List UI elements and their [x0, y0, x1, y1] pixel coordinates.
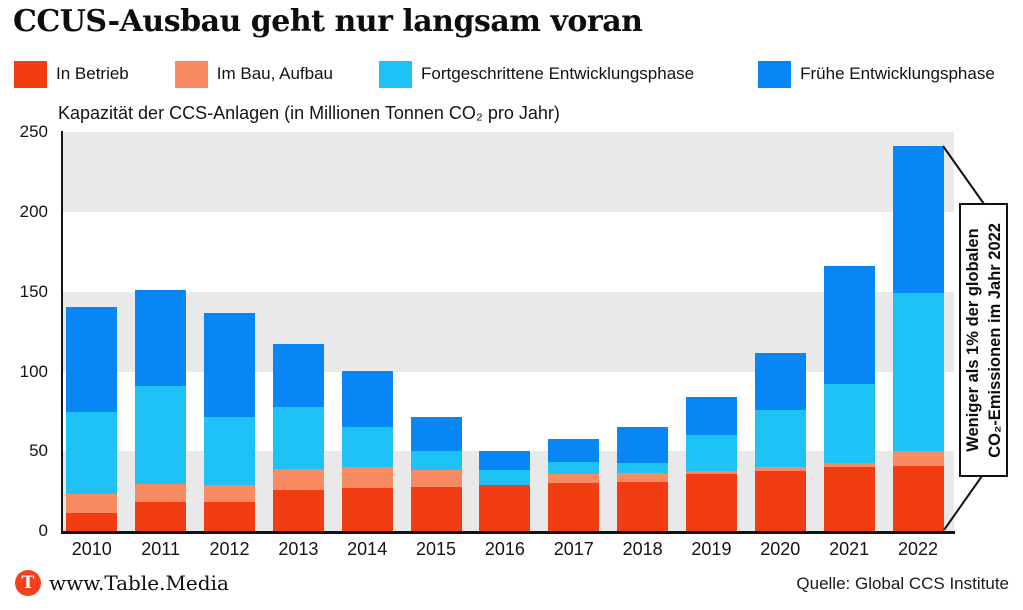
legend-item: Im Bau, Aufbau	[174, 60, 334, 88]
bar-segment-2015	[410, 417, 462, 451]
annotation-text: Weniger als 1% der globalen CO₂-Emission…	[962, 223, 1006, 458]
bar-segment-2018	[617, 463, 669, 473]
grid-band	[62, 132, 954, 212]
legend-label: In Betrieb	[56, 64, 129, 83]
legend-item: Frühe Entwicklungsphase	[758, 60, 995, 88]
legend-item: In Betrieb	[14, 60, 129, 88]
legend-label: Frühe Entwicklungsphase	[800, 64, 995, 83]
bar-segment-2011	[135, 290, 187, 386]
bar-segment-2014	[341, 426, 393, 468]
bar-segment-2012	[204, 417, 255, 485]
bar-segment-2011	[135, 484, 187, 502]
legend-swatch-icon	[758, 60, 792, 88]
x-axis-line	[61, 531, 955, 534]
bar-segment-2017	[548, 483, 600, 532]
bar-segment-2011	[135, 385, 187, 485]
legend-label: Fortgeschrittene Entwicklungsphase	[421, 64, 695, 83]
bar-segment-2010	[66, 512, 118, 532]
x-axis-tick-label: 2010	[71, 539, 112, 559]
bar-segment-2022	[892, 450, 944, 466]
annotation-box: Weniger als 1% der globalen CO₂-Emission…	[959, 203, 1008, 477]
bar-segment-2015	[410, 450, 462, 470]
bar-segment-2020	[754, 353, 806, 410]
bar-segment-2019	[685, 397, 737, 436]
y-axis-tick-label: 0	[38, 521, 48, 541]
annotation-line-1: Weniger als 1% der globalen	[963, 228, 982, 452]
source-credit: Quelle: Global CCS Institute	[796, 574, 1009, 593]
bar-segment-2014	[341, 467, 393, 489]
bar-segment-2018	[617, 481, 669, 532]
bar-segment-2021	[823, 384, 875, 463]
bar-segment-2013	[272, 489, 324, 532]
x-axis-tick-label: 2015	[416, 539, 457, 559]
bar-segment-2013	[272, 343, 324, 407]
bar-segment-2012	[204, 484, 255, 502]
x-axis-tick-label: 2012	[209, 539, 250, 559]
bar-segment-2021	[823, 462, 875, 468]
grid-band	[62, 291, 954, 372]
bar-segment-2016	[479, 484, 531, 532]
y-axis-tick-label: 100	[19, 361, 48, 381]
bar-segment-2020	[754, 470, 806, 532]
y-axis-tick-label: 250	[19, 122, 48, 142]
bar-segment-2017	[548, 461, 600, 474]
x-axis-tick-label: 2014	[347, 539, 388, 559]
bar-segment-2019	[685, 435, 737, 471]
bar-segment-2015	[410, 486, 462, 532]
bar-segment-2015	[410, 469, 462, 487]
bar-segment-2011	[135, 501, 187, 532]
bar-segment-2018	[617, 472, 669, 482]
x-axis-tick-label: 2021	[829, 539, 870, 559]
bar-segment-2016	[479, 451, 531, 470]
legend-swatch-icon	[174, 60, 208, 88]
bar-segment-2010	[66, 306, 118, 413]
brand-logo: T www.Table.Media	[15, 570, 229, 596]
bar-segment-2020	[754, 467, 806, 471]
bar-segment-2017	[548, 473, 600, 484]
bar-segment-2020	[754, 409, 806, 468]
x-axis-tick-label: 2016	[484, 539, 525, 559]
legend-item: Fortgeschrittene Entwicklungsphase	[379, 60, 695, 88]
bar-segment-2012	[204, 313, 255, 418]
legend-label: Im Bau, Aufbau	[216, 64, 334, 83]
y-axis-tick-label: 200	[19, 201, 48, 221]
bar-segment-2014	[341, 370, 393, 427]
bar-segment-2018	[617, 426, 669, 464]
x-axis-tick-label: 2020	[760, 539, 801, 559]
brand-url: www.Table.Media	[49, 571, 229, 595]
bar-segment-2019	[685, 470, 737, 474]
y-axis-tick-label: 50	[29, 441, 48, 461]
y-axis-line	[61, 131, 63, 534]
bar-segment-2022	[892, 146, 944, 294]
table-media-logo-icon: T	[15, 570, 41, 596]
bar-segment-2022	[892, 465, 944, 532]
legend-swatch-icon	[379, 60, 413, 88]
bar-segment-2012	[204, 501, 255, 532]
legend: In Betrieb Im Bau, Aufbau Fortgeschrittene…	[14, 60, 1023, 88]
bar-segment-2019	[685, 473, 737, 532]
bar-segment-2016	[479, 469, 531, 485]
bar-segment-2013	[272, 468, 324, 490]
chart-subtitle: Kapazität der CCS-Anlagen (in Millionen …	[58, 103, 560, 123]
annotation-line-2: CO₂-Emissionen im Jahr 2022	[985, 222, 1004, 458]
x-axis-tick-label: 2011	[141, 539, 180, 559]
bar-segment-2021	[823, 467, 875, 532]
bar-segment-2014	[341, 488, 393, 532]
bar-segment-2010	[66, 493, 118, 513]
bar-segment-2013	[272, 406, 324, 469]
x-axis-tick-label: 2013	[278, 539, 319, 559]
bar-segment-2021	[823, 266, 875, 385]
legend-swatch-icon	[14, 60, 47, 88]
bar-segment-2022	[892, 293, 944, 451]
x-axis-tick-label: 2019	[691, 539, 732, 559]
page-title: CCUS-Ausbau geht nur langsam voran	[13, 4, 643, 39]
x-axis-tick-label: 2022	[897, 539, 939, 559]
y-axis-tick-label: 150	[19, 281, 48, 301]
bar-segment-2017	[548, 438, 600, 462]
bar-segment-2010	[66, 412, 118, 494]
x-axis-tick-label: 2017	[553, 539, 594, 559]
x-axis-tick-label: 2018	[622, 539, 663, 559]
